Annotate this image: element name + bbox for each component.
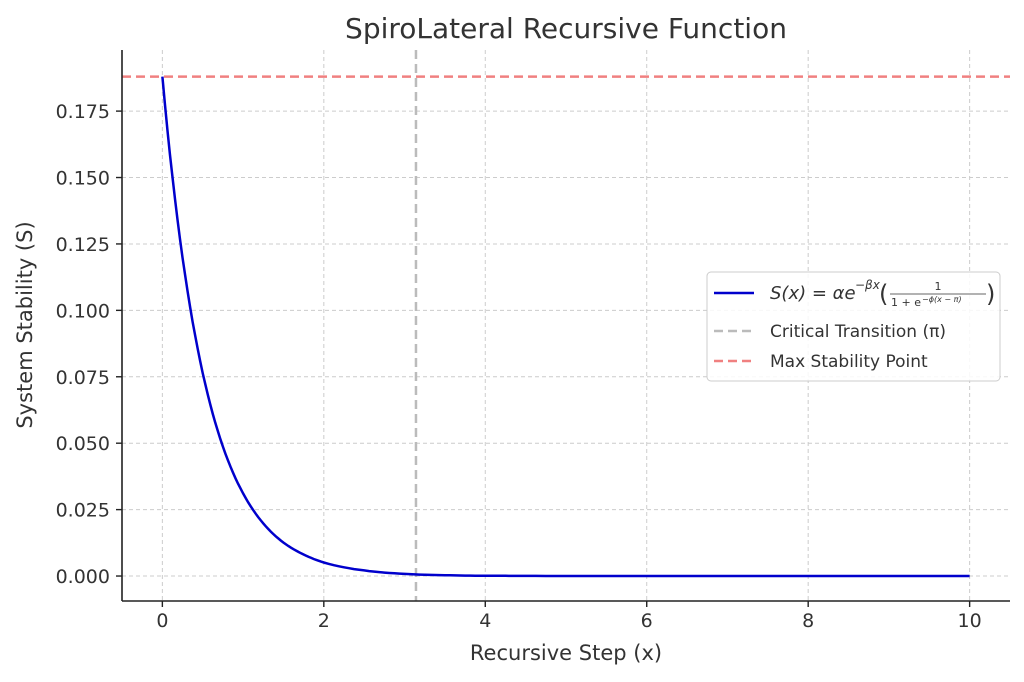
legend-formula-paren-open: ( <box>879 280 888 308</box>
x-tick-label: 8 <box>802 610 814 632</box>
y-tick-label: 0.150 <box>56 168 110 190</box>
y-axis-label: System Stability (S) <box>13 221 37 428</box>
x-tick-label: 2 <box>318 610 330 632</box>
y-tick-label: 0.100 <box>56 300 110 322</box>
legend-formula-exp: −βx <box>855 278 881 292</box>
legend-box <box>706 271 1001 382</box>
y-tick-label: 0.025 <box>56 500 110 522</box>
legend-formula-lhs: S(x) = αe <box>770 283 856 304</box>
legend-label-critical: Critical Transition (π) <box>770 322 946 342</box>
reference-lines <box>122 50 1010 601</box>
legend-formula-den-exp: −ϕ(x − π) <box>922 295 962 304</box>
x-tick-label: 10 <box>958 610 982 632</box>
legend-formula-den: 1 + e <box>891 296 921 309</box>
x-tick-label: 6 <box>641 610 653 632</box>
y-tick-label: 0.125 <box>56 234 110 256</box>
y-tick-label: 0.050 <box>56 433 110 455</box>
legend-label-max: Max Stability Point <box>770 352 928 372</box>
y-tick-label: 0.175 <box>56 101 110 123</box>
series-group <box>161 76 970 578</box>
x-tick-label: 4 <box>479 610 491 632</box>
legend-formula-paren-close: ) <box>986 280 995 308</box>
legend: S(x) = αe −βx ( 1 1 + e −ϕ(x − π) ) Crit… <box>706 271 1001 382</box>
stability-curve <box>161 76 970 578</box>
y-tick-label: 0.000 <box>56 566 110 588</box>
x-axis-label: Recursive Step (x) <box>470 641 662 665</box>
x-tick-label: 0 <box>156 610 168 632</box>
legend-label-series: S(x) = αe −βx ( 1 1 + e −ϕ(x − π) ) <box>770 278 995 309</box>
y-tick-label: 0.075 <box>56 367 110 389</box>
chart-title: SpiroLateral Recursive Function <box>345 12 787 45</box>
ticks: 0 2 4 6 8 10 0.000 0.025 0.050 0.075 0.100 0.125 0.1… <box>56 101 982 632</box>
legend-formula-num: 1 <box>935 280 942 293</box>
